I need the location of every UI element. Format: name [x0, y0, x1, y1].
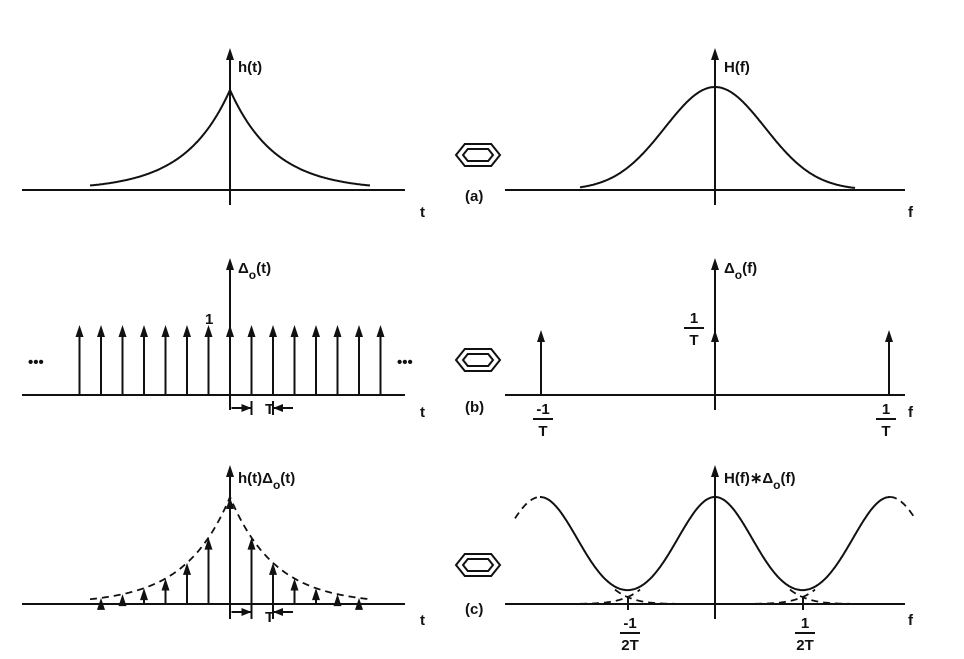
panel-tag: (b): [465, 399, 484, 416]
gaussian-tail: [789, 588, 850, 605]
arrowhead: [711, 465, 719, 477]
label-sub: o: [249, 268, 256, 282]
dots: •••: [397, 354, 413, 371]
gaussian-tail: [755, 588, 816, 605]
panel-tag: (c): [465, 601, 483, 618]
h-label: h(t): [238, 59, 262, 76]
arrowhead: [140, 588, 148, 601]
arrowhead: [183, 562, 191, 575]
arrowhead: [711, 48, 719, 60]
dots: •••: [28, 354, 44, 371]
H-label: H(f): [724, 59, 750, 76]
periodic-spectrum: [540, 496, 890, 592]
arrowhead: [204, 537, 213, 550]
arrowhead: [140, 325, 148, 337]
spectrum-tail: [890, 496, 916, 519]
label-part: (f): [781, 470, 796, 487]
label-part: (t): [280, 470, 295, 487]
arrowhead: [183, 325, 191, 337]
axis-label: t: [420, 404, 425, 421]
label-part: Δ: [724, 260, 735, 277]
spectrum-tail: [514, 496, 540, 519]
arrowhead: [376, 325, 385, 337]
fraction-den: T: [538, 423, 547, 440]
arrowhead: [290, 325, 299, 337]
exponential-curve: [89, 87, 371, 187]
label-part: (f): [742, 260, 757, 277]
arrowhead: [711, 258, 719, 270]
axis-label: f: [908, 204, 914, 221]
fraction-den: 2T: [796, 637, 814, 654]
label-part: Δ: [238, 260, 249, 277]
arrowhead: [355, 597, 363, 610]
arrowhead: [75, 325, 84, 337]
arrowhead: [269, 325, 277, 337]
delta-f-label: Δo(f): [724, 260, 757, 282]
arrowhead: [118, 594, 127, 607]
arrowhead: [241, 404, 252, 412]
arrowhead: [226, 48, 234, 60]
arrowhead: [312, 588, 320, 601]
panel-tag: (a): [465, 188, 483, 205]
arrowhead: [226, 258, 234, 270]
fraction-num: 1: [882, 401, 890, 418]
arrowhead: [711, 330, 719, 342]
fraction-den: T: [689, 332, 698, 349]
fraction-den: T: [881, 423, 890, 440]
transform-pair-symbol: [454, 143, 502, 167]
arrowhead: [226, 497, 234, 509]
gaussian-tail: [614, 588, 675, 605]
label-part: (t): [256, 260, 271, 277]
arrowhead: [355, 325, 363, 337]
axis-label: f: [908, 612, 914, 629]
arrowhead: [226, 465, 234, 477]
arrowhead: [161, 325, 170, 337]
fraction-den: 2T: [621, 637, 639, 654]
height-label: 1: [205, 311, 213, 328]
label-sub: o: [773, 478, 780, 492]
fraction-num: 1: [801, 615, 809, 632]
arrowhead: [333, 594, 342, 607]
period-label: T: [265, 609, 274, 626]
axis-label: t: [420, 612, 425, 629]
transform-pair-symbol: [461, 558, 495, 572]
arrowhead: [241, 608, 252, 616]
gaussian-curve: [579, 86, 856, 189]
transform-pair-symbol: [454, 553, 502, 577]
arrowhead: [273, 404, 283, 412]
arrowhead: [312, 325, 320, 337]
product-label: h(t)Δo(t): [238, 470, 295, 492]
axis-label: f: [908, 404, 914, 421]
arrowhead: [537, 330, 545, 342]
transform-pair-symbol: [461, 353, 495, 367]
label-part: H(f)∗Δ: [724, 470, 773, 487]
transform-pair-symbol: [454, 348, 502, 372]
fraction-num: 1: [690, 310, 698, 327]
gaussian-tail: [580, 588, 641, 605]
convolution-label: H(f)∗Δo(f): [724, 470, 796, 492]
label-sub: o: [735, 268, 742, 282]
arrowhead: [97, 325, 105, 337]
axis-label: t: [420, 204, 425, 221]
fraction-num: -1: [623, 615, 636, 632]
arrowhead: [97, 597, 105, 610]
fraction-num: -1: [536, 401, 549, 418]
arrowhead: [885, 330, 893, 342]
arrowhead: [269, 562, 277, 575]
period-label: T: [265, 401, 274, 418]
arrowhead: [290, 578, 299, 591]
label-part: h(t)Δ: [238, 470, 273, 487]
label-sub: o: [273, 478, 280, 492]
arrowhead: [333, 325, 342, 337]
arrowhead: [118, 325, 127, 337]
delta-t-label: Δo(t): [238, 260, 271, 282]
transform-pair-symbol: [461, 148, 495, 162]
arrowhead: [247, 325, 256, 337]
arrowhead: [204, 325, 213, 337]
arrowhead: [161, 578, 170, 591]
arrowhead: [226, 325, 234, 337]
arrowhead: [273, 608, 283, 616]
arrowhead: [247, 537, 256, 550]
